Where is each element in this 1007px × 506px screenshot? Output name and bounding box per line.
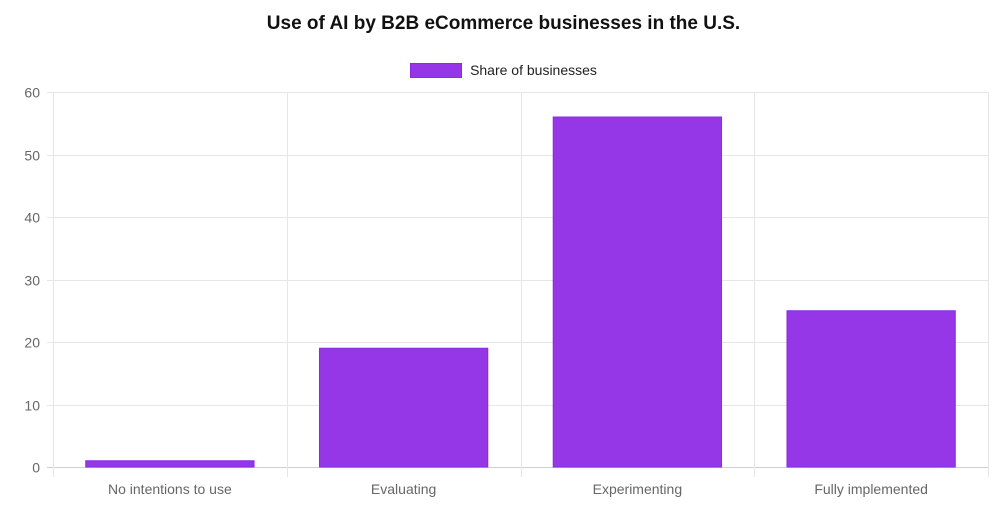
y-tick-label: 50 <box>24 148 40 164</box>
bars-layer <box>85 116 956 468</box>
legend-item-share-of-businesses[interactable]: Share of businesses <box>410 62 597 78</box>
legend-label: Share of businesses <box>470 62 597 78</box>
x-tick-label: Fully implemented <box>814 481 928 497</box>
y-tick-label: 20 <box>24 335 40 351</box>
x-tick-label: No intentions to use <box>108 481 232 497</box>
bar[interactable] <box>85 460 255 468</box>
bar[interactable] <box>318 347 489 468</box>
x-tick-label: Evaluating <box>371 481 436 497</box>
y-tick-label: 60 <box>24 85 40 101</box>
y-tick-label: 40 <box>24 210 40 226</box>
x-tick-label: Experimenting <box>593 481 683 497</box>
y-tick-label: 10 <box>24 398 40 414</box>
bar[interactable] <box>786 310 956 468</box>
chart-title: Use of AI by B2B eCommerce businesses in… <box>266 13 741 34</box>
grid-layer <box>47 92 989 477</box>
axis-layer: 0 10 20 30 40 50 60 No intentions to use Evaluat… <box>24 85 928 498</box>
y-tick-label: 30 <box>24 273 40 289</box>
legend: Share of businesses <box>0 62 1007 78</box>
legend-swatch <box>410 62 463 78</box>
bar[interactable] <box>552 116 723 468</box>
y-tick-label: 0 <box>32 460 40 476</box>
